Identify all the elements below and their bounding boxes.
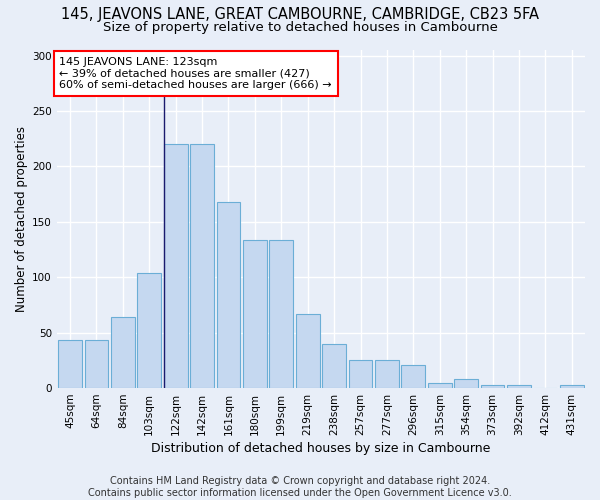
Bar: [111, 317, 134, 388]
Bar: [349, 360, 373, 388]
X-axis label: Distribution of detached houses by size in Cambourne: Distribution of detached houses by size …: [151, 442, 491, 455]
Y-axis label: Number of detached properties: Number of detached properties: [15, 126, 28, 312]
Bar: [269, 240, 293, 388]
Bar: [375, 360, 399, 388]
Bar: [401, 365, 425, 388]
Bar: [85, 340, 108, 388]
Bar: [243, 240, 267, 388]
Text: Size of property relative to detached houses in Cambourne: Size of property relative to detached ho…: [103, 21, 497, 34]
Text: Contains HM Land Registry data © Crown copyright and database right 2024.
Contai: Contains HM Land Registry data © Crown c…: [88, 476, 512, 498]
Text: 145, JEAVONS LANE, GREAT CAMBOURNE, CAMBRIDGE, CB23 5FA: 145, JEAVONS LANE, GREAT CAMBOURNE, CAMB…: [61, 8, 539, 22]
Bar: [58, 340, 82, 388]
Bar: [560, 384, 584, 388]
Bar: [137, 273, 161, 388]
Bar: [481, 384, 505, 388]
Bar: [428, 382, 452, 388]
Bar: [190, 144, 214, 388]
Bar: [322, 344, 346, 388]
Text: 145 JEAVONS LANE: 123sqm
← 39% of detached houses are smaller (427)
60% of semi-: 145 JEAVONS LANE: 123sqm ← 39% of detach…: [59, 57, 332, 90]
Bar: [454, 379, 478, 388]
Bar: [507, 384, 531, 388]
Bar: [164, 144, 188, 388]
Bar: [217, 202, 241, 388]
Bar: [296, 314, 320, 388]
